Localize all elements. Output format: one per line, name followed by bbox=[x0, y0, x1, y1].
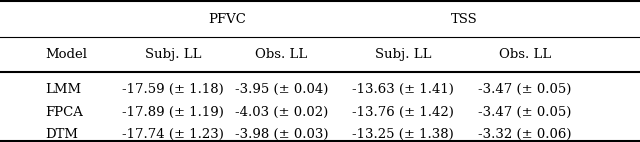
Text: -17.59 (± 1.18): -17.59 (± 1.18) bbox=[122, 83, 223, 96]
Text: FPCA: FPCA bbox=[45, 106, 83, 119]
Text: -3.32 (± 0.06): -3.32 (± 0.06) bbox=[478, 128, 572, 141]
Text: -4.03 (± 0.02): -4.03 (± 0.02) bbox=[235, 106, 328, 119]
Text: Model: Model bbox=[45, 48, 87, 61]
Text: -17.74 (± 1.23): -17.74 (± 1.23) bbox=[122, 128, 224, 141]
Text: -13.76 (± 1.42): -13.76 (± 1.42) bbox=[352, 106, 454, 119]
Text: Subj. LL: Subj. LL bbox=[145, 48, 201, 61]
Text: -3.95 (± 0.04): -3.95 (± 0.04) bbox=[235, 83, 328, 96]
Text: -3.47 (± 0.05): -3.47 (± 0.05) bbox=[478, 83, 572, 96]
Text: -13.63 (± 1.41): -13.63 (± 1.41) bbox=[352, 83, 454, 96]
Text: Obs. LL: Obs. LL bbox=[255, 48, 308, 61]
Text: -13.25 (± 1.38): -13.25 (± 1.38) bbox=[353, 128, 454, 141]
Text: PFVC: PFVC bbox=[208, 13, 246, 26]
Text: Subj. LL: Subj. LL bbox=[375, 48, 431, 61]
Text: TSS: TSS bbox=[451, 13, 477, 26]
Text: -17.89 (± 1.19): -17.89 (± 1.19) bbox=[122, 106, 224, 119]
Text: Obs. LL: Obs. LL bbox=[499, 48, 551, 61]
Text: DTM: DTM bbox=[45, 128, 78, 141]
Text: LMM: LMM bbox=[45, 83, 81, 96]
Text: -3.47 (± 0.05): -3.47 (± 0.05) bbox=[478, 106, 572, 119]
Text: -3.98 (± 0.03): -3.98 (± 0.03) bbox=[235, 128, 328, 141]
